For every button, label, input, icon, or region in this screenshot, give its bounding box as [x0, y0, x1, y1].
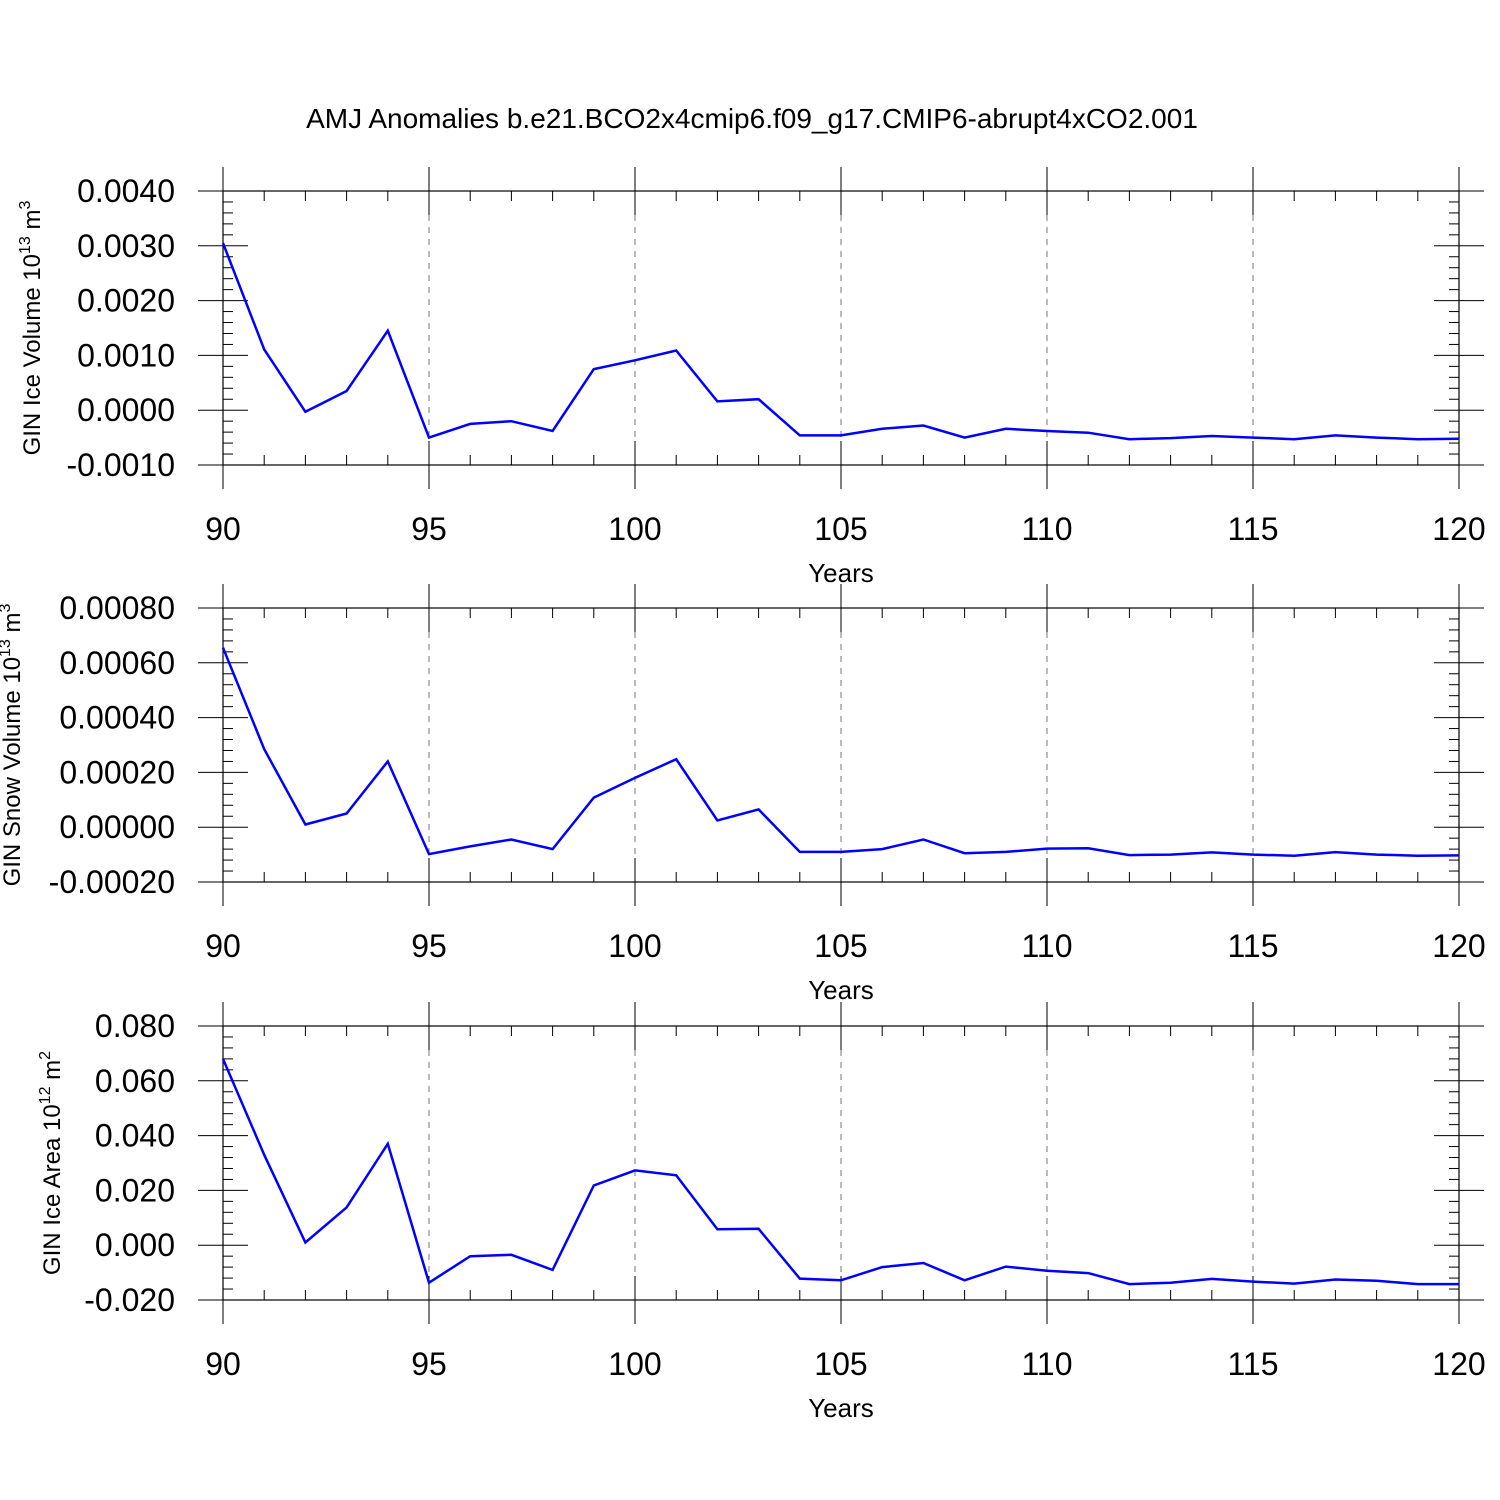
x-tick-label: 115: [1227, 1346, 1278, 1382]
x-tick-label: 105: [814, 928, 867, 964]
y-axis-label-unit: m: [0, 612, 26, 639]
data-series-line: [221, 647, 1460, 857]
x-tick-label: 120: [1432, 928, 1485, 964]
chart-title: AMJ Anomalies b.e21.BCO2x4cmip6.f09_g17.…: [306, 103, 1198, 134]
x-axis-label: Years: [808, 558, 874, 588]
plot-frame: [222, 607, 1460, 883]
plot-frame: [222, 1025, 1460, 1301]
data-series-line: [221, 242, 1460, 441]
y-axis-label: GIN Snow Volume 1013 m3: [0, 603, 26, 886]
y-tick-label: 0.020: [95, 1172, 175, 1208]
y-axis-label-unit-exponent: 2: [37, 1051, 54, 1060]
y-axis-label: GIN Ice Area 1012 m2: [37, 1051, 66, 1275]
x-tick-label: 100: [608, 928, 661, 964]
y-axis-label-exponent: 12: [37, 1086, 54, 1104]
y-tick-label: 0.040: [95, 1118, 175, 1154]
x-tick-label: 100: [608, 511, 661, 547]
y-tick-label: 0.080: [95, 1008, 175, 1044]
y-tick-label: 0.00000: [59, 809, 175, 845]
x-tick-label: 95: [411, 928, 447, 964]
y-tick-label: 0.060: [95, 1063, 175, 1099]
y-tick-label: 0.0000: [77, 392, 175, 428]
y-axis-label: GIN Ice Volume 1013 m3: [17, 201, 46, 456]
y-axis-label-exponent: 13: [17, 236, 34, 254]
x-tick-label: 115: [1227, 928, 1278, 964]
x-tick-label: 120: [1432, 511, 1485, 547]
x-tick-label: 110: [1021, 1346, 1072, 1382]
y-tick-label: -0.020: [84, 1282, 175, 1318]
y-axis-label-unit: m: [19, 210, 46, 237]
plot-frame: [222, 190, 1460, 466]
y-tick-label: -0.00020: [49, 864, 175, 900]
data-series-line: [221, 1058, 1459, 1286]
x-axis-label: Years: [808, 1393, 874, 1423]
y-tick-label: -0.0010: [66, 447, 175, 483]
y-axis-label-text: GIN Snow Volume 10: [0, 657, 26, 886]
panel-snow-volume: 90 95 100 105 110 115 120 -0.00020 0.00000 0.0002…: [0, 584, 1486, 1005]
y-tick-label: 0.0040: [77, 173, 175, 209]
y-tick-label: 0.000: [95, 1227, 175, 1263]
x-tick-label: 90: [205, 1346, 241, 1382]
x-tick-label: 90: [205, 511, 241, 547]
x-tick-label: 100: [608, 1346, 661, 1382]
y-tick-label: 0.0010: [77, 337, 175, 373]
x-tick-label: 120: [1432, 1346, 1485, 1382]
y-tick-label: 0.00020: [59, 754, 175, 790]
x-tick-label: 90: [205, 928, 241, 964]
y-axis-label-exponent: 13: [0, 639, 14, 657]
x-tick-label: 95: [411, 511, 447, 547]
y-axis-label-text: GIN Ice Volume 10: [19, 254, 46, 455]
y-tick-label: 0.00060: [59, 645, 175, 681]
y-axis-label-text: GIN Ice Area 10: [39, 1104, 66, 1275]
x-tick-label: 110: [1021, 928, 1072, 964]
x-axis-label: Years: [808, 975, 874, 1005]
y-tick-label: 0.00040: [59, 700, 175, 736]
panel-ice-volume: 90 95 100 105 110 115 120 -0.0010 0.0000 0.0010 0.…: [17, 167, 1486, 588]
panel-ice-area: 90 95 100 105 110 115 120 -0.020 0.000 0.020 0.040…: [37, 1002, 1486, 1423]
y-tick-label: 0.0030: [77, 228, 175, 264]
x-tick-label: 105: [814, 511, 867, 547]
y-axis-label-unit: m: [39, 1060, 66, 1087]
x-tick-label: 105: [814, 1346, 867, 1382]
y-tick-label: 0.0020: [77, 283, 175, 319]
y-axis-label-unit-exponent: 3: [0, 603, 14, 612]
y-tick-label: 0.00080: [59, 590, 175, 626]
x-tick-label: 110: [1021, 511, 1072, 547]
y-axis-label-unit-exponent: 3: [17, 201, 34, 210]
x-tick-label: 115: [1227, 511, 1278, 547]
x-tick-label: 95: [411, 1346, 447, 1382]
